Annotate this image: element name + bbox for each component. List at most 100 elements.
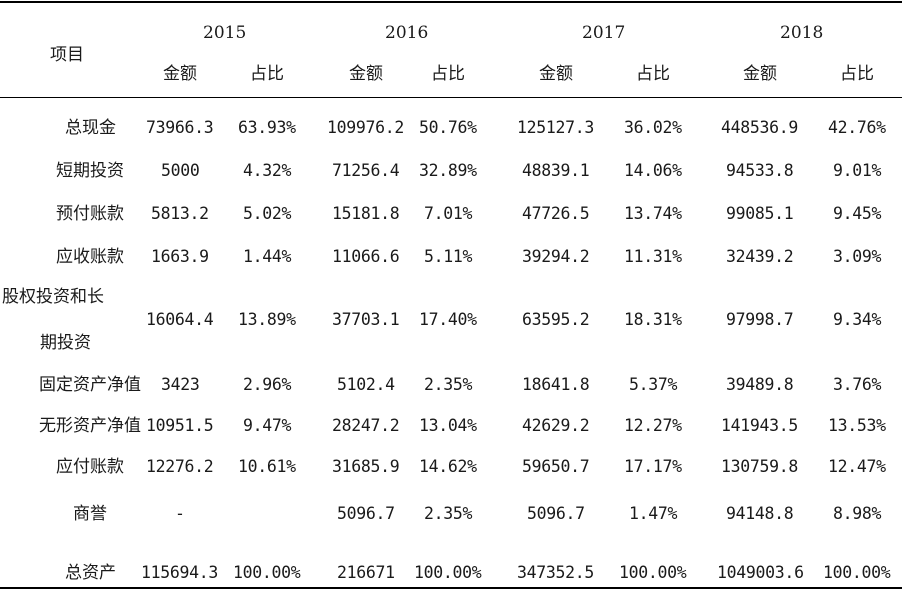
- amount-cell: 141943.5: [721, 416, 799, 435]
- row-label: 应收账款: [56, 247, 124, 267]
- ratio-cell: 42.76%: [828, 118, 886, 137]
- ratio-cell: 9.45%: [833, 204, 882, 223]
- amount-cell: 347352.5: [517, 563, 595, 582]
- ratio-cell: 11.31%: [624, 247, 682, 266]
- ratio-cell: 3.76%: [833, 375, 882, 394]
- ratio-cell: 5.02%: [243, 204, 292, 223]
- amount-cell: -: [175, 504, 185, 523]
- amount-cell: 448536.9: [721, 118, 799, 137]
- amount-cell: 48839.1: [522, 161, 590, 180]
- ratio-header: 占比: [250, 64, 284, 84]
- amount-header: 金额: [539, 64, 573, 84]
- ratio-cell: 32.89%: [419, 161, 477, 180]
- amount-cell: 1049003.6: [717, 563, 804, 582]
- ratio-cell: 10.61%: [238, 457, 296, 476]
- amount-cell: 94533.8: [726, 161, 794, 180]
- amount-cell: 47726.5: [522, 204, 590, 223]
- amount-cell: 39489.8: [726, 375, 794, 394]
- ratio-cell: 2.96%: [243, 375, 292, 394]
- ratio-cell: 2.35%: [424, 375, 473, 394]
- amount-cell: 71256.4: [332, 161, 400, 180]
- amount-cell: 63595.2: [522, 310, 590, 329]
- row-label: 总资产: [65, 563, 116, 583]
- amount-cell: 73966.3: [146, 118, 214, 137]
- ratio-cell: 63.93%: [238, 118, 296, 137]
- amount-cell: 5096.7: [527, 504, 585, 523]
- amount-cell: 5096.7: [337, 504, 395, 523]
- table-top-rule: [0, 1, 902, 3]
- amount-cell: 11066.6: [332, 247, 400, 266]
- ratio-cell: 100.00%: [823, 563, 891, 582]
- year-header: 2017: [582, 23, 626, 43]
- amount-cell: 130759.8: [721, 457, 799, 476]
- ratio-cell: 1.44%: [243, 247, 292, 266]
- amount-cell: 1663.9: [151, 247, 209, 266]
- amount-cell: 28247.2: [332, 416, 400, 435]
- amount-cell: 5813.2: [151, 204, 209, 223]
- amount-cell: 16064.4: [146, 310, 214, 329]
- ratio-cell: 9.34%: [833, 310, 882, 329]
- amount-cell: 109976.2: [327, 118, 405, 137]
- amount-cell: 115694.3: [141, 563, 219, 582]
- item-header: 项目: [50, 45, 84, 65]
- amount-header: 金额: [349, 64, 383, 84]
- row-label: 期投资: [40, 333, 91, 353]
- ratio-cell: 12.47%: [828, 457, 886, 476]
- row-label: 无形资产净值: [39, 416, 141, 436]
- amount-cell: 97998.7: [726, 310, 794, 329]
- amount-cell: 3423: [161, 375, 200, 394]
- row-label: 短期投资: [56, 161, 124, 181]
- amount-cell: 12276.2: [146, 457, 214, 476]
- ratio-cell: 9.01%: [833, 161, 882, 180]
- ratio-header: 占比: [431, 64, 465, 84]
- ratio-header: 占比: [840, 64, 874, 84]
- amount-cell: 94148.8: [726, 504, 794, 523]
- amount-cell: 99085.1: [726, 204, 794, 223]
- amount-cell: 15181.8: [332, 204, 400, 223]
- ratio-cell: 100.00%: [619, 563, 687, 582]
- amount-cell: 18641.8: [522, 375, 590, 394]
- ratio-cell: 18.31%: [624, 310, 682, 329]
- year-header: 2018: [780, 23, 824, 43]
- table-header-rule: [0, 97, 902, 98]
- ratio-cell: 17.17%: [624, 457, 682, 476]
- ratio-cell: 5.11%: [424, 247, 473, 266]
- ratio-cell: 100.00%: [233, 563, 301, 582]
- ratio-cell: 13.74%: [624, 204, 682, 223]
- year-header: 2015: [203, 23, 247, 43]
- amount-cell: 125127.3: [517, 118, 595, 137]
- amount-cell: 5102.4: [337, 375, 395, 394]
- ratio-cell: 100.00%: [414, 563, 482, 582]
- amount-cell: 32439.2: [726, 247, 794, 266]
- amount-header: 金额: [743, 64, 777, 84]
- ratio-cell: 9.47%: [243, 416, 292, 435]
- row-label: 商誉: [73, 504, 107, 524]
- amount-cell: 216671: [337, 563, 395, 582]
- amount-cell: 42629.2: [522, 416, 590, 435]
- amount-cell: 39294.2: [522, 247, 590, 266]
- row-label: 股权投资和长: [2, 287, 104, 307]
- ratio-cell: 50.76%: [419, 118, 477, 137]
- amount-cell: 37703.1: [332, 310, 400, 329]
- amount-header: 金额: [163, 64, 197, 84]
- ratio-cell: 8.98%: [833, 504, 882, 523]
- ratio-cell: 3.09%: [833, 247, 882, 266]
- amount-cell: 31685.9: [332, 457, 400, 476]
- ratio-cell: 2.35%: [424, 504, 473, 523]
- ratio-cell: 13.04%: [419, 416, 477, 435]
- year-header: 2016: [385, 23, 429, 43]
- ratio-cell: 14.62%: [419, 457, 477, 476]
- ratio-header: 占比: [636, 64, 670, 84]
- ratio-cell: 36.02%: [624, 118, 682, 137]
- row-label: 总现金: [65, 118, 116, 138]
- ratio-cell: 5.37%: [629, 375, 678, 394]
- ratio-cell: 13.53%: [828, 416, 886, 435]
- ratio-cell: 7.01%: [424, 204, 473, 223]
- ratio-cell: 12.27%: [624, 416, 682, 435]
- ratio-cell: 17.40%: [419, 310, 477, 329]
- ratio-cell: 4.32%: [243, 161, 292, 180]
- table-bottom-rule: [0, 587, 902, 589]
- amount-cell: 5000: [161, 161, 200, 180]
- ratio-cell: 13.89%: [238, 310, 296, 329]
